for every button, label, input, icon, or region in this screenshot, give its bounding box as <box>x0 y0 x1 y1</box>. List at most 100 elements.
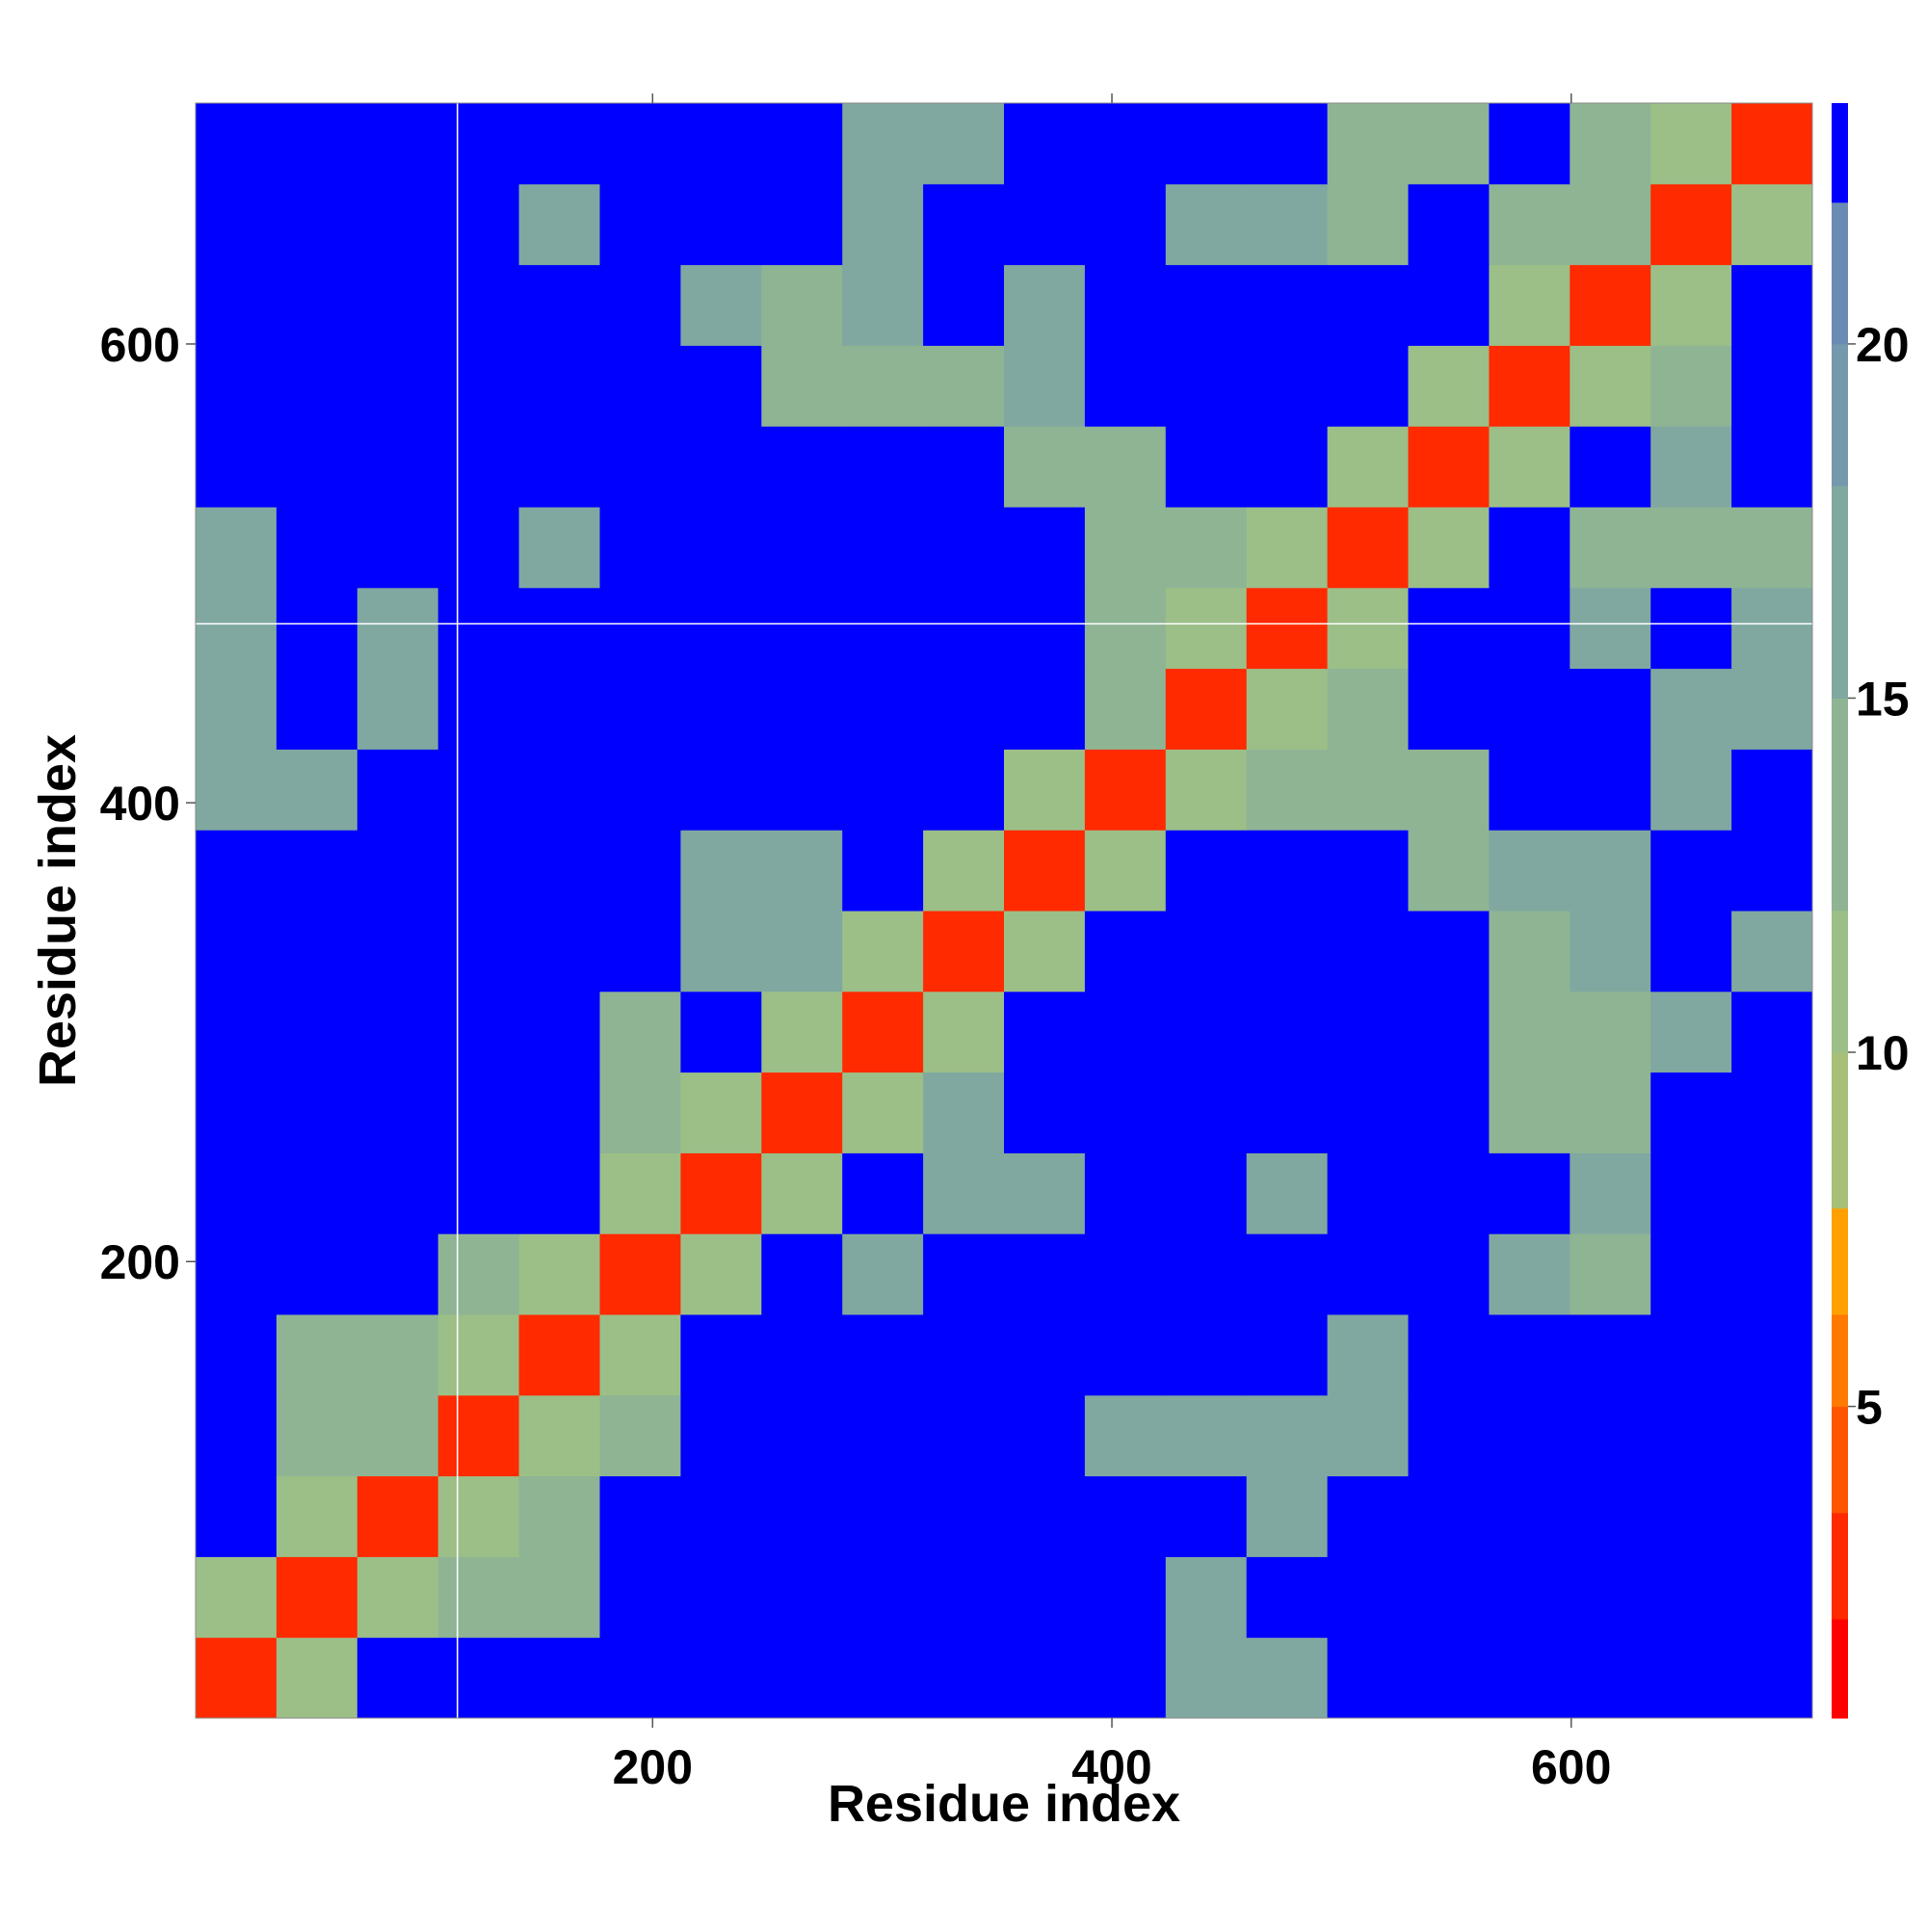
heatmap-cell <box>1246 507 1329 589</box>
heatmap-cell <box>1327 103 1409 185</box>
heatmap-cell <box>1570 507 1651 589</box>
heatmap-cell <box>1246 1556 1329 1638</box>
heatmap-cell <box>518 587 600 670</box>
heatmap-cell <box>1327 1233 1409 1315</box>
heatmap-cell <box>1246 264 1329 346</box>
heatmap-cell <box>276 426 358 508</box>
heatmap-cell <box>1650 1475 1732 1557</box>
heatmap-cell <box>761 103 843 185</box>
heatmap-cell <box>437 183 520 266</box>
heatmap-cell <box>599 991 681 1073</box>
heatmap-cell <box>1004 1475 1086 1557</box>
heatmap-cell <box>356 1475 439 1557</box>
heatmap-cell <box>842 587 924 670</box>
heatmap-cell <box>1489 183 1571 266</box>
heatmap-cell <box>1004 264 1086 346</box>
heatmap-cell <box>923 507 1005 589</box>
heatmap-cell <box>761 911 843 992</box>
heatmap-cell <box>761 183 843 266</box>
heatmap-cell <box>196 1233 277 1315</box>
heatmap-cell <box>842 1314 924 1396</box>
heatmap-cell <box>761 1152 843 1234</box>
heatmap-cell <box>276 1314 358 1396</box>
heatmap-cell <box>1004 507 1086 589</box>
heatmap-cell <box>1165 1637 1248 1719</box>
heatmap-cell <box>518 1637 600 1719</box>
heatmap-cell <box>437 1152 520 1234</box>
heatmap-cell <box>1408 830 1490 912</box>
heatmap-cell <box>356 1233 439 1315</box>
heatmap-cell <box>1650 103 1732 185</box>
heatmap-cell <box>1570 1233 1651 1315</box>
heatmap-cell <box>1165 1314 1248 1396</box>
x-tick-label: 600 <box>1531 1740 1611 1794</box>
heatmap-cell <box>1246 1475 1329 1557</box>
heatmap-cell <box>518 1314 600 1396</box>
heatmap-cell <box>923 668 1005 750</box>
heatmap-cell <box>1004 1152 1086 1234</box>
heatmap-cell <box>196 1394 277 1477</box>
heatmap-cell <box>518 507 600 589</box>
heatmap-cell <box>1731 991 1813 1073</box>
heatmap-cell <box>761 587 843 670</box>
heatmap-cell <box>1570 1314 1651 1396</box>
heatmap-cell <box>1570 668 1651 750</box>
heatmap-cell <box>437 507 520 589</box>
heatmap-cell <box>1489 1475 1571 1557</box>
heatmap-cell <box>761 1637 843 1719</box>
heatmap-cell <box>1650 1233 1732 1315</box>
heatmap-cell <box>1004 991 1086 1073</box>
heatmap-cell <box>842 507 924 589</box>
heatmap-cell <box>1246 991 1329 1073</box>
heatmap-cell <box>1408 1475 1490 1557</box>
heatmap-cell <box>1731 1152 1813 1234</box>
heatmap-cell <box>680 1394 762 1477</box>
heatmap-cell <box>1165 587 1248 670</box>
heatmap-cell <box>1408 749 1490 831</box>
heatmap-cell <box>680 345 762 427</box>
heatmap-cell <box>1650 426 1732 508</box>
heatmap-cell <box>1489 991 1571 1073</box>
heatmap-cell <box>1408 345 1490 427</box>
heatmap-cell <box>1408 183 1490 266</box>
heatmap-cell <box>599 1475 681 1557</box>
heatmap-cell <box>1084 1637 1167 1719</box>
heatmap-cell <box>276 1394 358 1477</box>
y-tick-label: 200 <box>100 1235 180 1289</box>
heatmap-cell <box>437 1233 520 1315</box>
heatmap-cell <box>276 668 358 750</box>
heatmap-cell <box>923 830 1005 912</box>
heatmap-cell <box>1246 1314 1329 1396</box>
heatmap-cell <box>1570 345 1651 427</box>
heatmap-cell <box>1327 183 1409 266</box>
heatmap-cell <box>1731 507 1813 589</box>
heatmap-cell <box>1246 749 1329 831</box>
heatmap-cell <box>1004 183 1086 266</box>
heatmap-cell <box>1408 1072 1490 1153</box>
heatmap-cell <box>680 1475 762 1557</box>
heatmap-cell <box>1731 1072 1813 1153</box>
heatmap-cell <box>599 507 681 589</box>
heatmap-cell <box>196 1637 277 1719</box>
heatmap-cell <box>1084 1233 1167 1315</box>
heatmap-cell <box>1327 668 1409 750</box>
heatmap-cell <box>842 1072 924 1153</box>
heatmap-cell <box>356 668 439 750</box>
colorbar-segment <box>1832 1619 1848 1719</box>
heatmap-cell <box>761 830 843 912</box>
heatmap-cell <box>1327 1475 1409 1557</box>
heatmap-cell <box>1489 1314 1571 1396</box>
heatmap-cell <box>437 1637 520 1719</box>
heatmap-cell <box>1570 749 1651 831</box>
heatmap-cell <box>437 911 520 992</box>
heatmap-cell <box>196 264 277 346</box>
heatmap-cell <box>356 1072 439 1153</box>
heatmap-cell <box>1165 264 1248 346</box>
heatmap-cell <box>518 749 600 831</box>
heatmap-cell <box>599 264 681 346</box>
heatmap-cell <box>196 1475 277 1557</box>
heatmap-cell <box>599 345 681 427</box>
heatmap-cell <box>1327 426 1409 508</box>
heatmap-cell <box>1165 103 1248 185</box>
heatmap-cell <box>1570 1637 1651 1719</box>
